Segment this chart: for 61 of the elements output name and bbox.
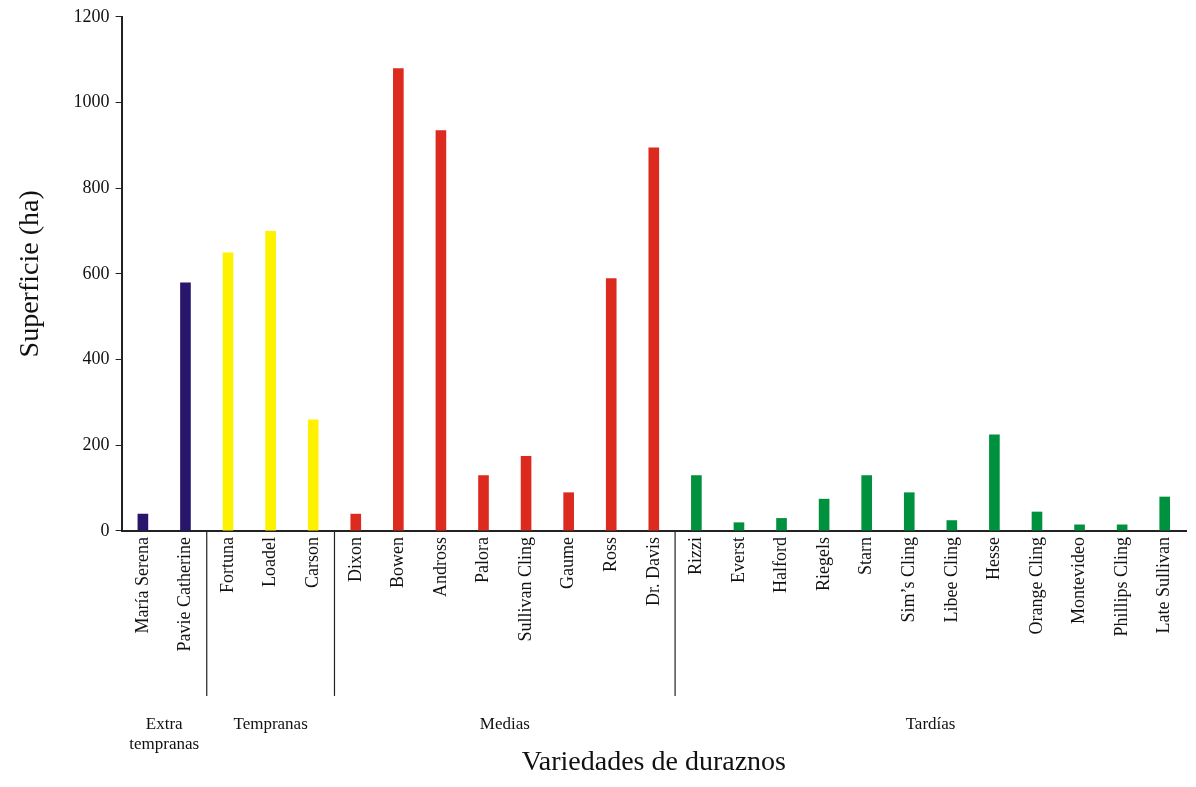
x-tick-label: Sim’s Cling [897, 536, 918, 623]
bar [265, 231, 276, 531]
bar [1031, 511, 1043, 531]
x-tick-label: Everst [727, 536, 748, 583]
bar [946, 520, 958, 531]
bar [137, 513, 149, 531]
x-tick-label: María Serena [131, 536, 152, 634]
bar [563, 492, 574, 531]
bar [903, 492, 915, 531]
x-tick-label: Pavie Catherine [174, 536, 195, 652]
y-tick-label: 200 [82, 433, 110, 454]
x-tick-label: Ross [599, 536, 620, 572]
bar [393, 68, 404, 531]
y-tick-label: 600 [82, 262, 110, 283]
bar [478, 475, 489, 531]
y-tick-label: 800 [82, 176, 110, 197]
x-tick-label: Carson [301, 536, 322, 588]
x-tick-label: Rizzi [685, 536, 706, 575]
bar [435, 130, 447, 531]
x-axis-title: Variedades de duraznos [521, 744, 786, 776]
bar [861, 475, 872, 531]
y-tick-label: 1000 [73, 91, 110, 112]
bar [1159, 496, 1171, 531]
x-tick-label: Andross [429, 536, 450, 597]
bar [605, 278, 617, 531]
x-tick-label: Gaume [557, 536, 578, 589]
x-tick-label: Montevideo [1068, 536, 1089, 624]
y-tick-label: 0 [100, 519, 110, 540]
x-tick-label: Riegels [812, 536, 833, 591]
bar [222, 252, 234, 531]
x-tick-label: Loadel [259, 536, 280, 587]
y-tick-label: 400 [82, 348, 110, 369]
bar [350, 513, 362, 531]
x-tick-label: Orange Cling [1025, 536, 1046, 635]
x-tick-label: Hesse [983, 536, 1004, 580]
x-tick-label: Late Sullivan [1153, 536, 1174, 634]
x-tick-label: Halford [770, 536, 791, 593]
x-tick-label: Libee Cling [940, 536, 961, 623]
y-axis-title: Superficie (ha) [13, 190, 45, 358]
y-tick-label: 1200 [73, 5, 110, 26]
text: Extra tempranas [129, 713, 200, 753]
text: Medias [479, 713, 530, 733]
text: Tempranas [233, 713, 308, 733]
x-tick-label: Dr. Davis [642, 536, 663, 606]
x-tick-label: Sullivan Cling [514, 536, 535, 642]
x-tick-label: Palora [472, 536, 493, 583]
bar [818, 498, 830, 531]
bar [648, 147, 660, 531]
x-tick-label: Phillips Cling [1110, 536, 1131, 637]
x-tick-label: Starn [855, 536, 876, 575]
bar [180, 282, 191, 531]
bar [733, 522, 745, 531]
bar [691, 475, 702, 531]
bar [989, 434, 1000, 531]
x-tick-label: Dixon [344, 536, 365, 582]
text: Tardías [905, 713, 956, 733]
bar [307, 419, 319, 531]
bar [520, 455, 532, 531]
x-tick-label: Fortuna [216, 536, 237, 593]
x-tick-label: Bowen [387, 536, 408, 588]
bar [776, 518, 787, 531]
